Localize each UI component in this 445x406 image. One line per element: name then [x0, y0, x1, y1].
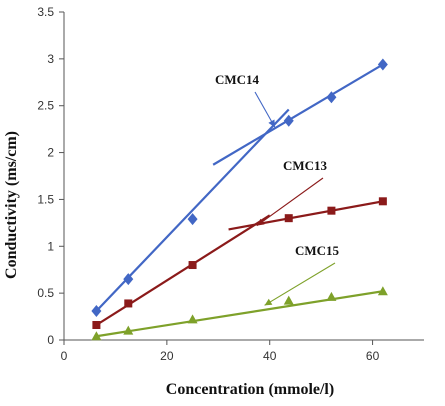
y-tick-label: 1.5 [37, 192, 54, 206]
cmc15-annotation-label: CMC15 [295, 243, 340, 258]
y-axis-label: Conductivity (ms/cm) [3, 131, 20, 279]
y-tick-label: 0.5 [37, 286, 54, 300]
y-tick-label: 3.5 [37, 5, 54, 19]
cmc14-fit-line [212, 63, 384, 166]
cmc14-annotation-arrowhead [268, 119, 275, 128]
cmc13-fit-line [95, 214, 271, 326]
cmc13-point [124, 299, 133, 308]
cmc13-annotation-arrowhead [256, 218, 265, 226]
y-tick-label: 2 [47, 146, 54, 160]
cmc14-point [377, 58, 388, 71]
cmc13-point [92, 321, 101, 330]
data-points [91, 58, 388, 341]
cmc13-annotation-arrow [256, 177, 324, 227]
x-tick-label: 60 [366, 349, 380, 363]
cmc14-annotation-label: CMC14 [215, 72, 260, 87]
chart-frame [63, 12, 424, 341]
cmc15-point [326, 291, 337, 301]
cmc15-annotation-arrowhead [264, 298, 273, 306]
cmc13-point [188, 261, 197, 270]
x-axis-ticks: 0 20 40 60 [61, 340, 380, 363]
cmc15-annotation-arrow [264, 262, 336, 306]
cmc13-annotation-label: CMC13 [283, 158, 328, 173]
y-tick-label: 3 [47, 52, 54, 66]
cmc14-point [123, 273, 134, 286]
cmc15-point [91, 331, 102, 341]
y-tick-label: 0 [47, 333, 54, 347]
cmc13-point [327, 206, 336, 215]
cmc13-fit-line [228, 200, 384, 231]
cmc15-point [377, 286, 388, 296]
cmc14-point [326, 91, 337, 104]
fit-lines [95, 63, 384, 338]
cmc15-point [283, 295, 294, 305]
cmc14-point [283, 114, 294, 127]
y-tick-label: 2.5 [37, 99, 54, 113]
x-tick-label: 40 [263, 349, 277, 363]
x-tick-label: 0 [61, 349, 68, 363]
cmc14-point [91, 304, 102, 317]
y-tick-label: 1 [47, 239, 54, 253]
annotations: CMC14 CMC13 CMC15 [215, 72, 340, 306]
y-axis-ticks: 0 0.5 1 1.5 2 2.5 3 3.5 [37, 5, 64, 347]
x-axis-label: Concentration (mmole/l) [166, 381, 334, 398]
cmc13-point [284, 214, 293, 223]
cmc15-point [123, 325, 134, 335]
cmc15-point [187, 314, 198, 324]
cmc14-point [187, 213, 198, 226]
cmc13-point [378, 197, 387, 206]
x-tick-label: 20 [160, 349, 174, 363]
